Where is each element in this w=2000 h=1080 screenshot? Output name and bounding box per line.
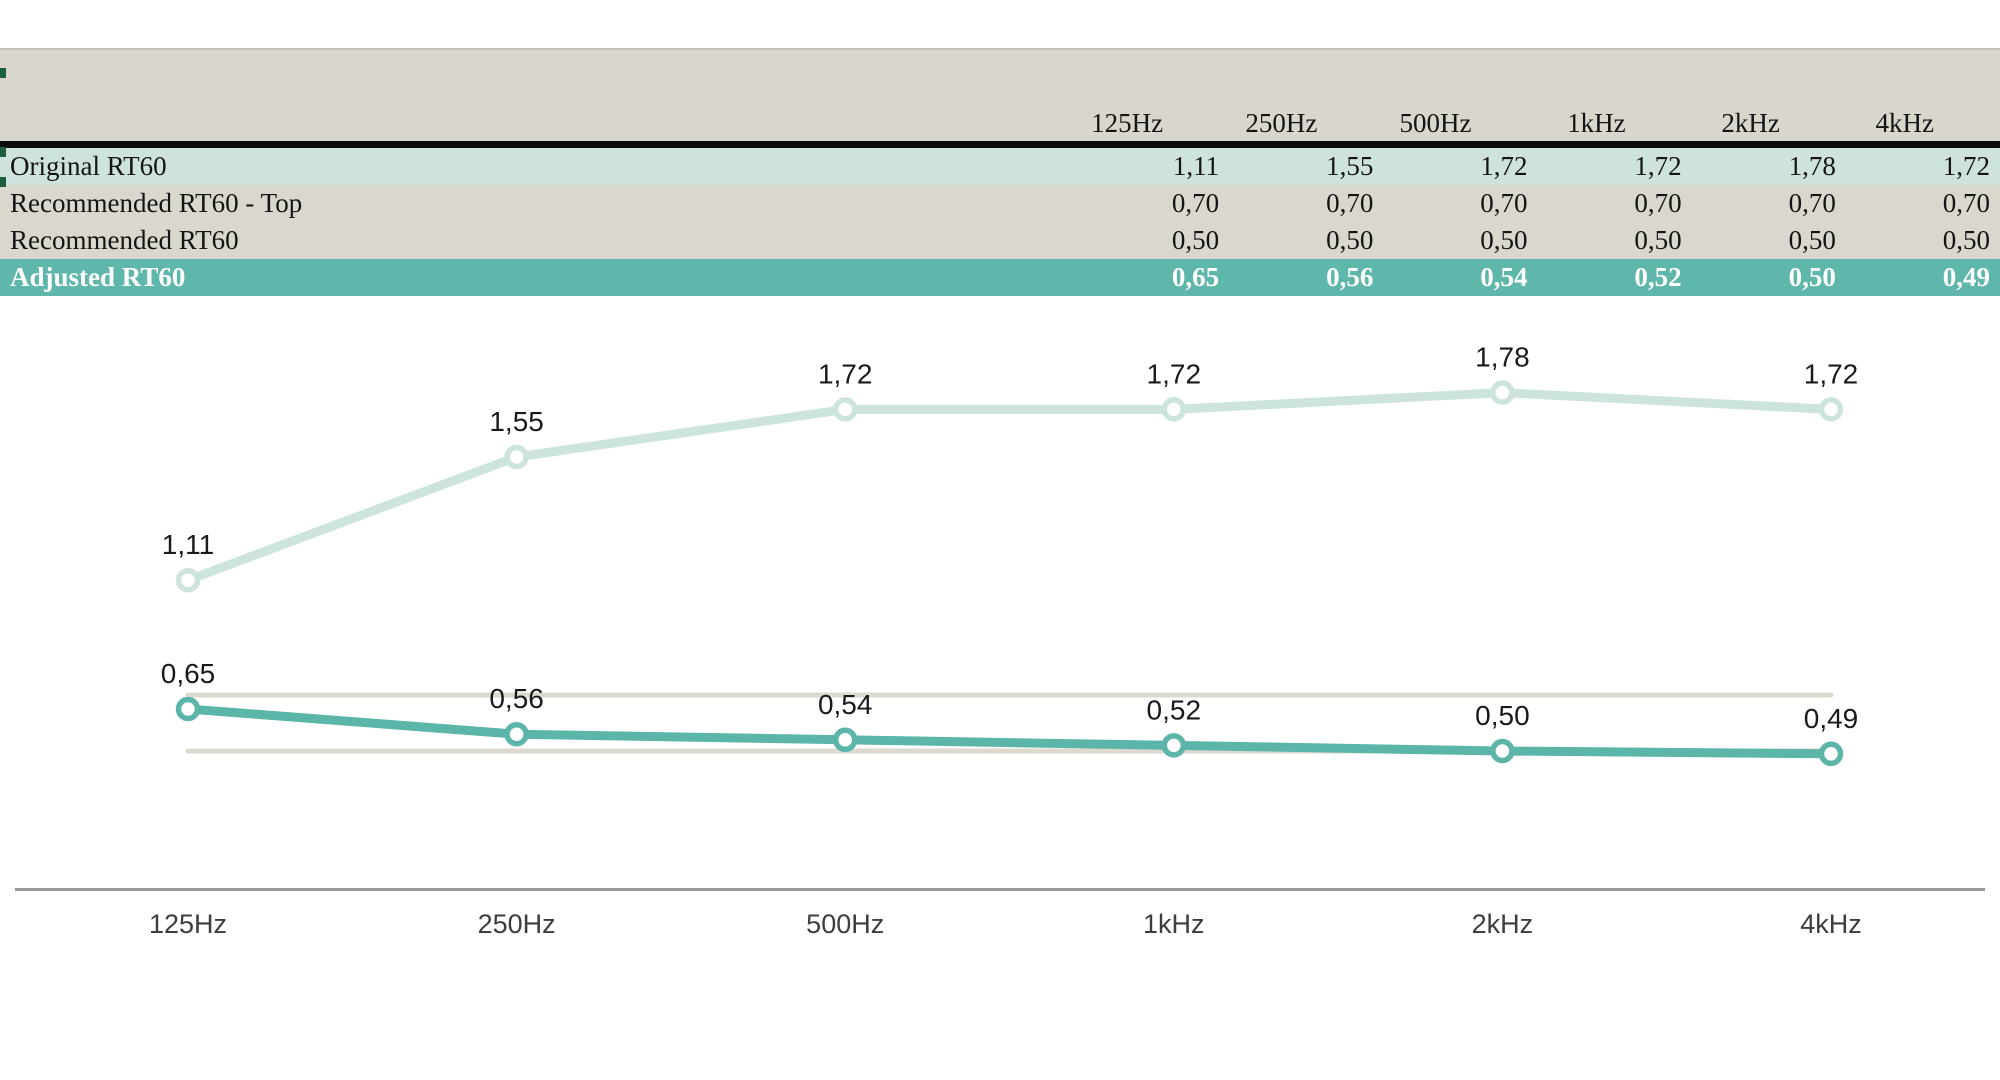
value-cell[interactable]: 0,50 [1480, 225, 1528, 255]
data-point-marker-original-rt60 [1490, 380, 1515, 405]
x-axis-label-250hz: 250Hz [478, 909, 556, 939]
data-point-marker-adjusted-rt60 [504, 721, 529, 747]
data-point-label-original-rt60: 1,55 [489, 406, 544, 437]
value-cell[interactable]: 0,50 [1171, 225, 1220, 255]
value-cell[interactable]: 0,49 [1942, 262, 1990, 292]
table-header-row: 125Hz 250Hz 500Hz 1kHz 2kHz 4kHz [0, 48, 2000, 141]
series-line-adjusted-rt60 [183, 704, 1836, 759]
data-point-marker-original-rt60 [504, 444, 529, 470]
value-cell[interactable]: 1,78 [1788, 151, 1836, 181]
data-point-label-adjusted-rt60: 0,65 [161, 658, 216, 689]
value-cell[interactable]: 0,70 [1788, 188, 1836, 218]
column-header-1khz[interactable]: 1kHz [1567, 108, 1626, 138]
value-cell[interactable]: 1,72 [1634, 151, 1682, 181]
data-point-label-original-rt60: 1,11 [162, 529, 214, 560]
row-label-cell[interactable]: Adjusted RT60 [10, 262, 186, 292]
data-point-marker-original-rt60 [832, 397, 858, 422]
value-cell[interactable]: 0,54 [1480, 262, 1528, 292]
column-header-125hz[interactable]: 125Hz [1091, 108, 1164, 138]
value-cell[interactable]: 0,50 [1942, 225, 1990, 255]
data-point-label-adjusted-rt60: 0,49 [1804, 703, 1859, 734]
data-point-marker-original-rt60 [1818, 397, 1844, 422]
column-header-500hz[interactable]: 500Hz [1399, 108, 1472, 138]
selection-handle-icon [0, 177, 6, 187]
series-line-original-rt60 [183, 388, 1836, 585]
x-axis-label-125hz: 125Hz [149, 909, 227, 939]
data-point-marker-original-rt60 [175, 567, 201, 593]
column-header-2khz[interactable]: 2kHz [1721, 108, 1780, 138]
value-cell[interactable]: 1,55 [1326, 151, 1374, 181]
row-label-cell[interactable]: Recommended RT60 [10, 225, 239, 255]
table-row: Original RT60 1,11 1,55 1,72 1,72 1,78 1,72 [0, 148, 2000, 185]
value-cell[interactable]: 0,50 [1788, 262, 1836, 292]
data-point-marker-adjusted-rt60 [1161, 733, 1187, 758]
value-cell[interactable]: 1,72 [1480, 151, 1528, 181]
value-cell[interactable]: 1,11 [1172, 151, 1220, 181]
data-point-label-adjusted-rt60: 0,50 [1475, 700, 1530, 731]
x-axis-label-1khz: 1kHz [1143, 909, 1205, 939]
value-cell[interactable]: 0,50 [1788, 225, 1836, 255]
table-row: Recommended RT60 - Top 0,70 0,70 0,70 0,70 0,… [0, 185, 2000, 222]
value-cell[interactable]: 0,70 [1634, 188, 1682, 218]
column-header-250hz[interactable]: 250Hz [1245, 108, 1318, 138]
column-header-4khz[interactable]: 4kHz [1875, 108, 1934, 138]
x-axis-label-4khz: 4kHz [1800, 909, 1862, 939]
selection-handle-icon [0, 147, 6, 157]
data-point-marker-adjusted-rt60 [1490, 738, 1515, 764]
data-point-label-original-rt60: 1,72 [1147, 358, 1202, 389]
value-cell[interactable]: 0,70 [1942, 188, 1990, 218]
value-cell[interactable]: 0,50 [1634, 225, 1682, 255]
value-cell[interactable]: 0,56 [1326, 262, 1374, 292]
data-point-label-adjusted-rt60: 0,56 [489, 683, 544, 714]
table-row: Recommended RT60 0,50 0,50 0,50 0,50 0,50 0,50 [0, 222, 2000, 259]
x-axis-label-2khz: 2kHz [1472, 909, 1534, 939]
value-cell[interactable]: 0,70 [1171, 188, 1220, 218]
data-point-label-original-rt60: 1,72 [818, 358, 873, 389]
value-cell[interactable]: 0,70 [1480, 188, 1528, 218]
data-point-label-original-rt60: 1,78 [1475, 342, 1530, 373]
row-label-cell[interactable]: Recommended RT60 - Top [10, 188, 303, 218]
data-point-marker-original-rt60 [1161, 397, 1187, 422]
data-point-label-original-rt60: 1,72 [1804, 358, 1859, 389]
value-cell[interactable]: 1,72 [1942, 151, 1990, 181]
row-label-cell[interactable]: Original RT60 [10, 151, 167, 181]
data-point-marker-adjusted-rt60 [832, 727, 858, 753]
value-cell[interactable]: 0,52 [1634, 262, 1682, 292]
table-header-divider [0, 141, 2000, 148]
value-cell[interactable]: 0,70 [1326, 188, 1374, 218]
value-cell[interactable]: 0,50 [1326, 225, 1374, 255]
x-axis-label-500hz: 500Hz [806, 909, 884, 939]
data-point-label-adjusted-rt60: 0,52 [1147, 694, 1202, 725]
table-row: Adjusted RT60 0,65 0,56 0,54 0,52 0,50 0,49 [0, 259, 2000, 296]
selection-handle-icon [0, 68, 6, 78]
data-point-marker-adjusted-rt60 [1818, 741, 1844, 767]
data-point-label-adjusted-rt60: 0,54 [818, 689, 873, 720]
value-cell[interactable]: 0,65 [1171, 262, 1220, 292]
data-point-marker-adjusted-rt60 [175, 696, 201, 722]
